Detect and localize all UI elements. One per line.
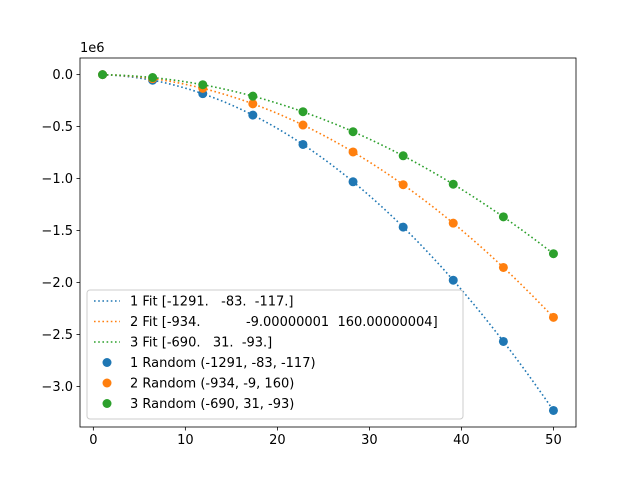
y-tick-label: −1.5 [41,224,73,239]
y-tick-label: −1.0 [41,172,73,187]
x-tick-label: 20 [269,433,286,448]
series-1-point [448,275,458,285]
series-1-point [298,139,308,149]
series-2-point [248,99,258,109]
series-3-point [498,212,508,222]
axes-layer: 0 10 20 30 40 50 0.0 −0.5 −1.0 −1.5 −2.0 −2.5 −3.0 [41,57,577,448]
series-2-point [448,218,458,228]
fit-line-3 [102,73,554,255]
series-1-point [548,405,558,415]
series-3-point [548,249,558,259]
series-2-point [548,312,558,322]
series-3-point [448,179,458,189]
y-tick-label: −0.5 [41,120,73,135]
series-2-point [298,120,308,130]
legend-entry-random-3-label: 3 Random (-690, 31, -93) [130,397,294,412]
legend-entry-random-1-label: 1 Random (-1291, -83, -117) [130,356,316,371]
legend-entry-fit-3-label: 3 Fit [-690. 31. -93.] [130,336,272,351]
series-1-point [248,110,258,120]
series-3-point [98,70,108,80]
series-1-point [498,336,508,346]
x-tick-label: 40 [453,433,470,448]
y-tick-label: −2.0 [41,276,73,291]
series-2-point [348,147,358,157]
y-tick-label: −2.5 [41,328,73,343]
series-3-point [298,107,308,117]
fit-line-1 [102,73,555,412]
x-tick-label: 10 [177,433,194,448]
series-3-point [398,151,408,161]
series-layer [98,70,558,415]
legend-entry-random-1-swatch [102,358,112,367]
series-3-point [148,73,158,83]
x-tick-label: 30 [361,433,378,448]
series-2-point [498,262,508,272]
legend-entry-fit-1-label: 1 Fit [-1291. -83. -117.] [130,295,294,310]
legend-entry-random-3-swatch [102,399,112,408]
x-tick-label: 50 [545,433,562,448]
legend-box [86,289,464,420]
x-tick-label: 0 [89,433,97,448]
legend-entry-random-2-swatch [102,378,112,388]
legend: 1 Fit [-1291. -83. -117.] 2 Fit [-934. -9… [86,289,464,420]
legend-entry-fit-2-label: 2 Fit [-934. -9.00000001 160.00000004] [130,315,438,330]
series-2-point [398,180,408,190]
legend-entry-random-2-label: 2 Random (-934, -9, 160) [130,377,294,392]
series-1-point [398,222,408,232]
series-1-point [348,177,358,187]
y-axis-offset-label: 1e6 [80,41,105,56]
fit-line-2 [102,73,555,318]
plot-frame [79,57,577,428]
y-tick-label: 0.0 [52,68,73,83]
series-3-point [348,127,358,137]
series-3-point [198,80,208,90]
y-tick-label: −3.0 [41,380,73,395]
series-3-point [248,91,258,101]
